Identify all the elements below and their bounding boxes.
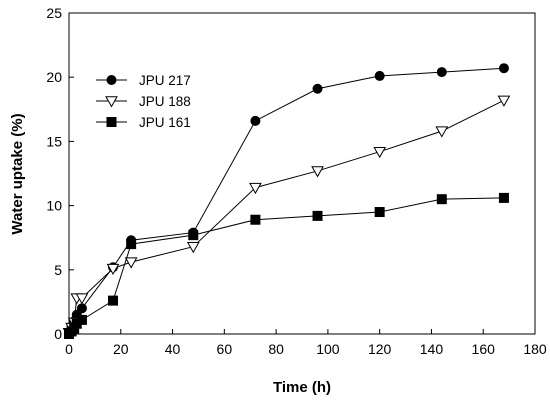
legend-marker-jpu-217 xyxy=(106,75,117,85)
data-point-jpu-217 xyxy=(312,83,323,94)
data-point-jpu-217 xyxy=(76,303,87,314)
series-jpu-188 xyxy=(62,95,511,340)
x-tick-label: 160 xyxy=(472,341,496,357)
data-point-jpu-188 xyxy=(75,293,89,305)
data-point-jpu-161 xyxy=(188,230,199,241)
data-point-jpu-161 xyxy=(436,194,447,205)
data-point-jpu-188 xyxy=(124,257,138,269)
data-point-jpu-217 xyxy=(436,67,447,78)
data-point-jpu-161 xyxy=(126,239,137,250)
data-point-jpu-188 xyxy=(311,166,324,178)
series-jpu-161 xyxy=(64,192,509,339)
y-tick-label: 0 xyxy=(54,326,62,342)
data-point-jpu-161 xyxy=(250,214,261,225)
x-tick-label: 20 xyxy=(113,341,129,357)
data-point-jpu-217 xyxy=(250,115,261,126)
legend-entry-jpu-161: JPU 161 xyxy=(96,115,191,130)
y-tick-label: 10 xyxy=(46,198,62,214)
x-axis-title: Time (h) xyxy=(273,379,331,396)
x-tick-label: 40 xyxy=(165,341,181,357)
data-point-jpu-161 xyxy=(76,314,87,325)
data-point-jpu-161 xyxy=(108,295,119,306)
x-tick-label: 140 xyxy=(420,341,444,357)
series-line-jpu-161 xyxy=(68,197,504,335)
data-point-jpu-188 xyxy=(249,182,262,195)
series-layer xyxy=(62,63,511,340)
data-point-jpu-188 xyxy=(186,241,200,254)
series-line-jpu-188 xyxy=(68,99,505,333)
data-point-jpu-161 xyxy=(312,210,323,221)
legend-label: JPU 188 xyxy=(139,94,191,109)
legend-label: JPU 217 xyxy=(139,73,191,88)
legend-marker-jpu-161 xyxy=(106,117,117,127)
x-tick-label: 0 xyxy=(65,341,73,357)
data-point-jpu-217 xyxy=(374,70,385,81)
y-tick-label: 25 xyxy=(46,5,62,21)
y-axis-title: Water uptake (%) xyxy=(9,113,26,234)
legend-marker-jpu-188 xyxy=(105,96,118,108)
x-tick-label: 60 xyxy=(217,341,233,357)
legend-entry-jpu-217: JPU 217 xyxy=(96,73,191,88)
plot-frame xyxy=(68,12,536,335)
y-tick-label: 20 xyxy=(46,69,62,85)
legend-label: JPU 161 xyxy=(139,115,191,130)
x-tick-label: 100 xyxy=(316,341,340,357)
data-point-jpu-188 xyxy=(373,146,387,159)
y-axis-ticks: 0 5 10 15 20 25 xyxy=(46,5,74,342)
y-tick-label: 5 xyxy=(54,262,62,278)
legend: JPU 217 JPU 188 JPU 161 xyxy=(96,73,191,130)
data-point-jpu-188 xyxy=(106,263,120,276)
data-point-jpu-188 xyxy=(497,95,511,107)
legend-entry-jpu-188: JPU 188 xyxy=(96,94,191,109)
x-tick-label: 120 xyxy=(368,341,392,357)
y-tick-label: 15 xyxy=(46,133,62,149)
x-axis-ticks: 0 20 40 60 80 100 120 140 160 180 xyxy=(65,329,547,357)
x-tick-label: 180 xyxy=(523,341,547,357)
x-tick-label: 80 xyxy=(268,341,284,357)
data-point-jpu-217 xyxy=(498,63,509,74)
data-point-jpu-188 xyxy=(435,126,449,138)
data-point-jpu-161 xyxy=(374,207,385,218)
data-point-jpu-161 xyxy=(498,192,509,203)
